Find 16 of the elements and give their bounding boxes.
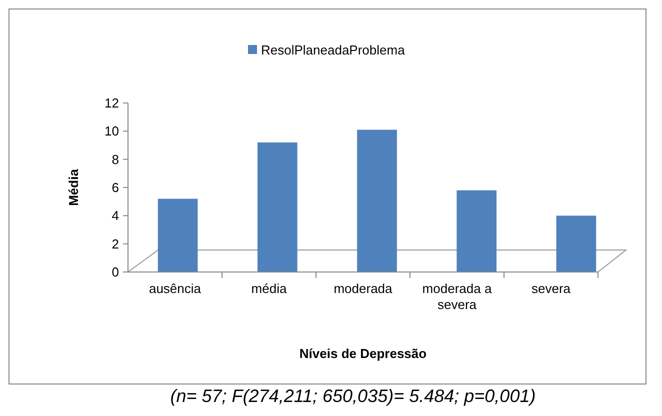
legend-label: ResolPlaneadaProblema: [261, 42, 406, 58]
x-tick-label: ausência: [148, 281, 202, 296]
x-axis-title: Níveis de Depressão: [299, 346, 427, 361]
x-tick-label: moderada a severa: [422, 281, 492, 312]
y-tick-label: 12: [104, 96, 119, 111]
y-tick-label: 10: [104, 124, 119, 139]
y-tick-label: 4: [112, 208, 119, 224]
text: (n= 57; F(274,211; 650,035)= 5.484; p=0,001): [170, 386, 536, 406]
x-tick-label: moderada: [334, 281, 394, 296]
y-axis-title: Média: [66, 168, 81, 206]
y-tick-label: 6: [112, 180, 119, 196]
x-tick-label: severa: [531, 281, 572, 296]
y-tick-label: 0: [112, 264, 119, 280]
y-tick-label: 2: [112, 236, 119, 252]
y-tick-label: 8: [112, 152, 119, 167]
x-tick-label: média: [251, 281, 288, 296]
